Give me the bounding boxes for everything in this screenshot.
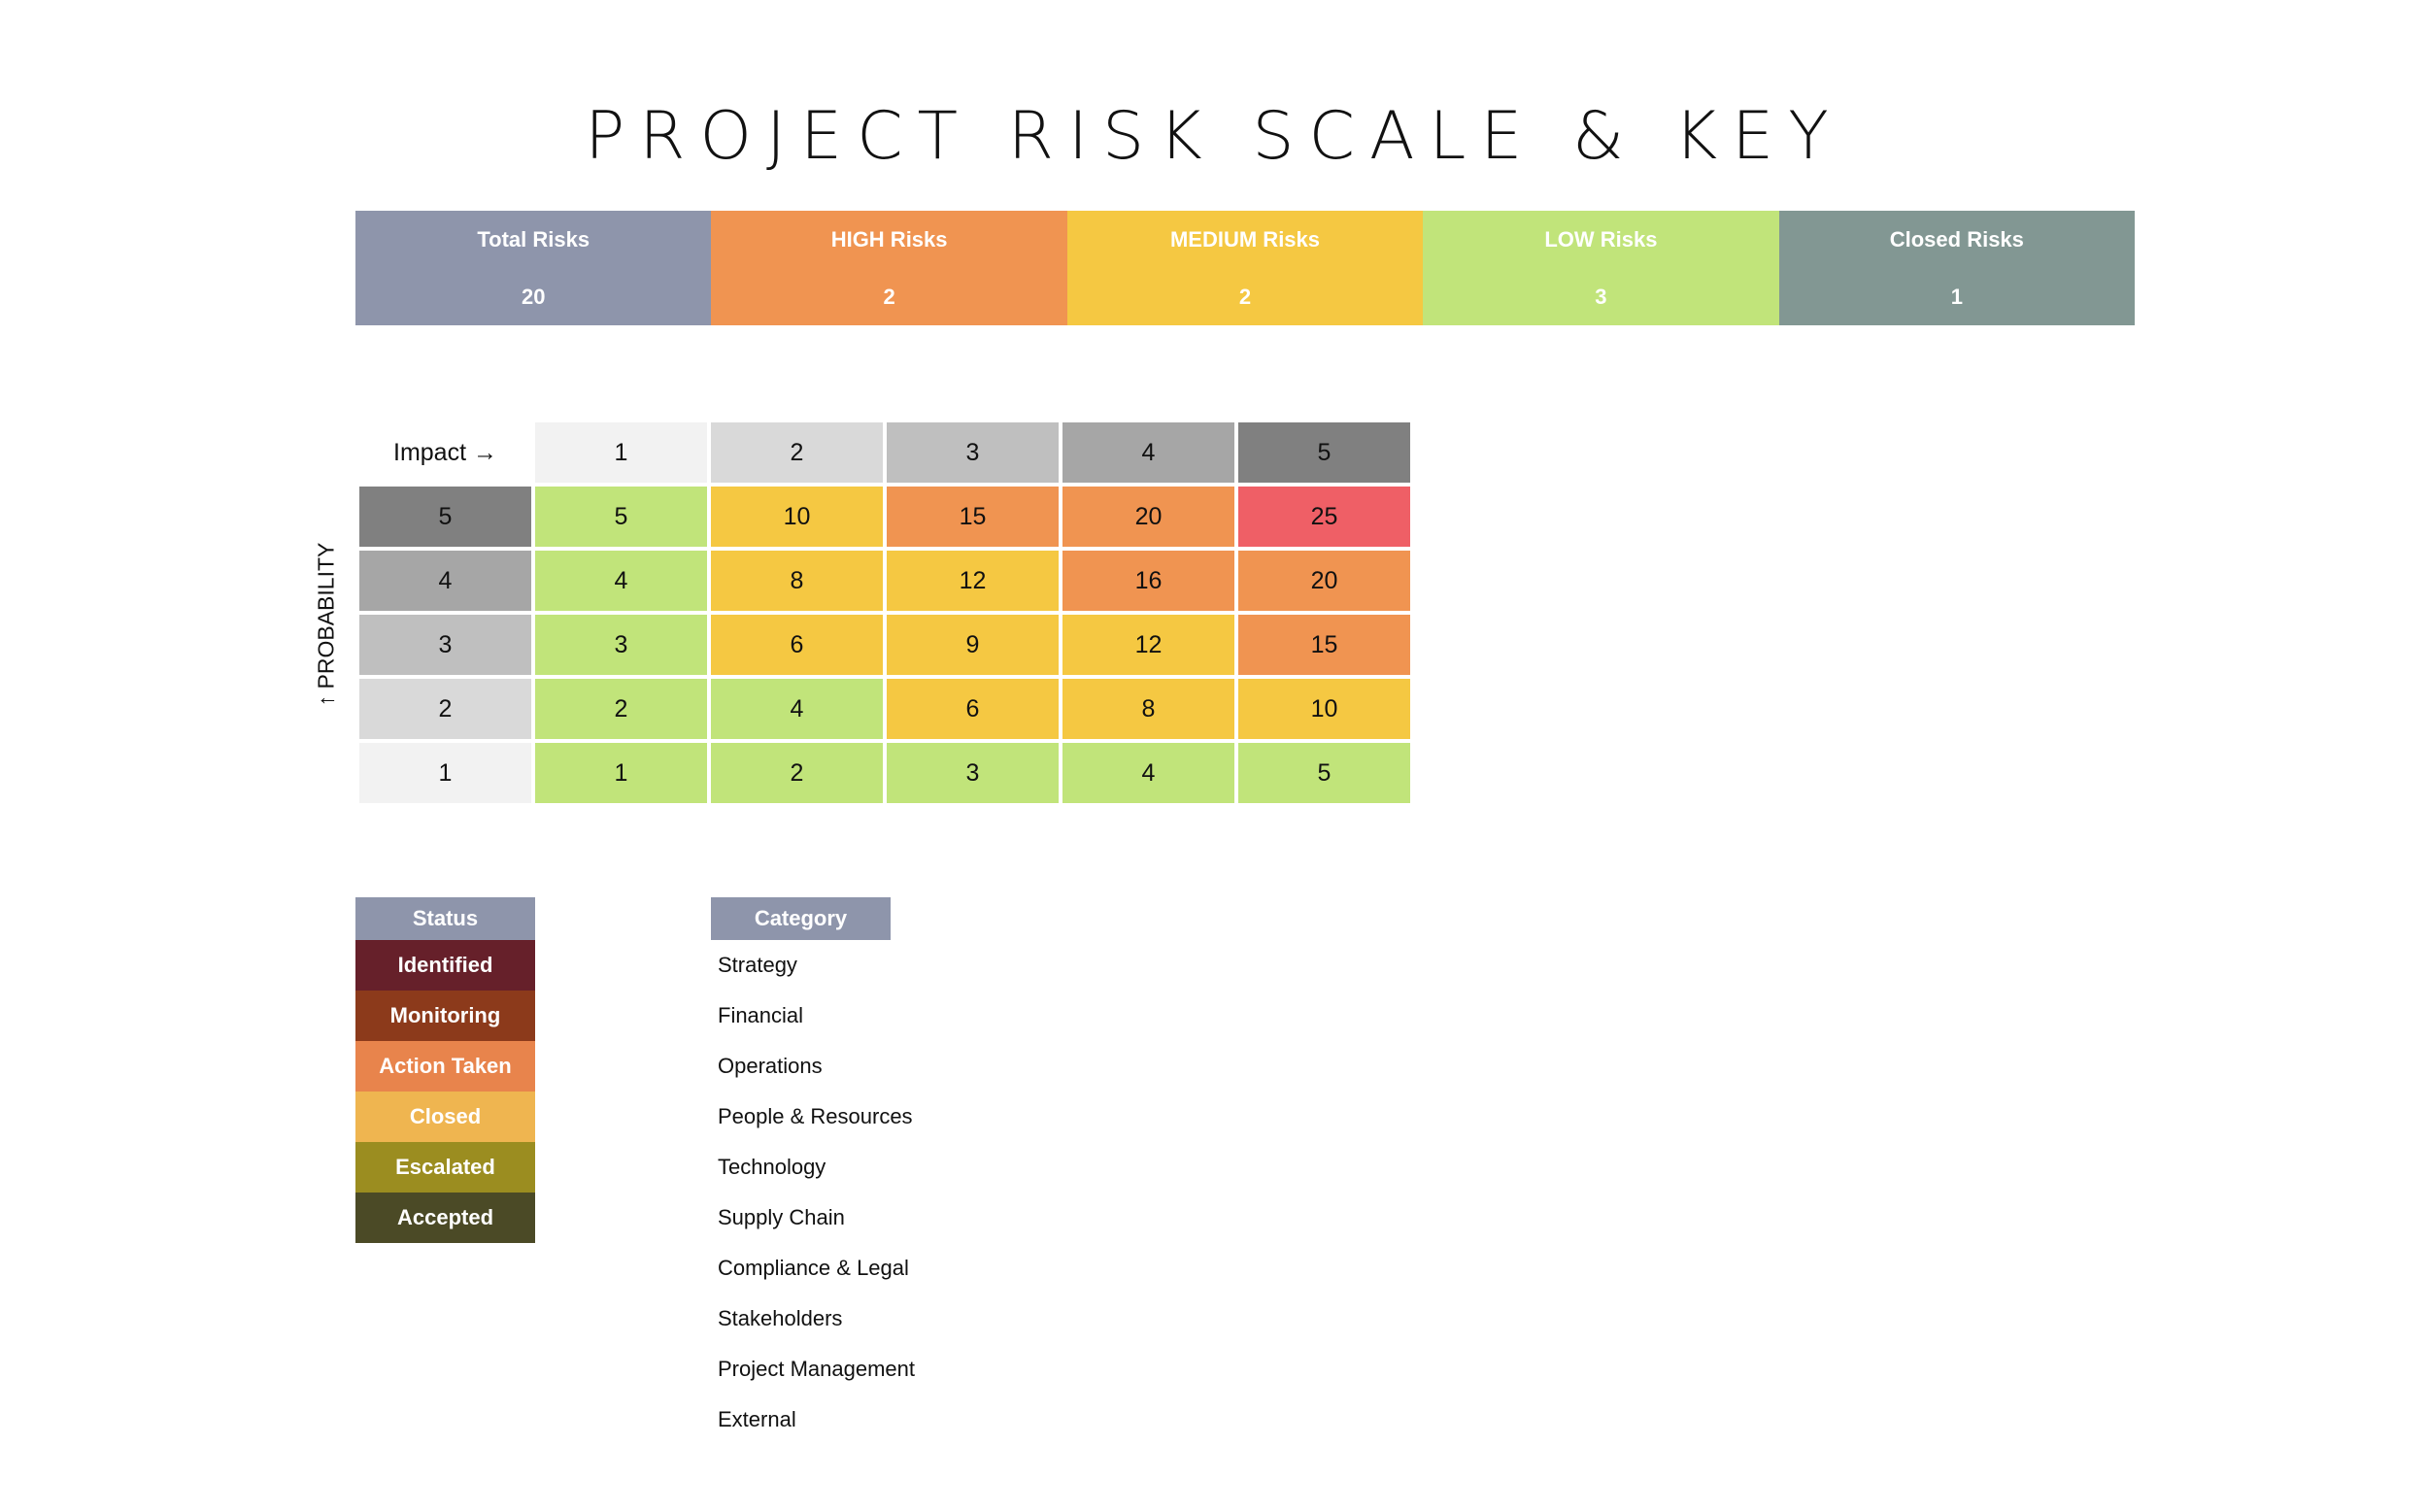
probability-header-cell: 3 <box>359 615 531 675</box>
status-item-closed: Closed <box>355 1092 535 1142</box>
summary-label: MEDIUM Risks <box>1169 227 1321 252</box>
probability-header-cell: 4 <box>359 551 531 611</box>
risk-score-cell: 8 <box>1062 679 1234 739</box>
probability-header-cell: 2 <box>359 679 531 739</box>
probability-header-cell: 5 <box>359 487 531 547</box>
risk-score-cell: 9 <box>887 615 1059 675</box>
status-item-action-taken: Action Taken <box>355 1041 535 1092</box>
status-item-accepted: Accepted <box>355 1193 535 1243</box>
summary-value: 1 <box>1950 285 1963 309</box>
category-item: Supply Chain <box>718 1205 845 1229</box>
summary-label: Closed Risks <box>1889 227 2024 252</box>
category-header: Category <box>711 897 891 940</box>
impact-header-cell: 4 <box>1062 422 1234 483</box>
category-item: Compliance & Legal <box>718 1256 909 1280</box>
summary-medium-risks: MEDIUM Risks 2 <box>1066 211 1424 325</box>
probability-header-cell: 1 <box>359 743 531 803</box>
probability-axis-label: ↑ PROBABILITY <box>313 542 339 707</box>
risk-score-cell: 6 <box>887 679 1059 739</box>
matrix-row: 1 1 2 3 4 5 <box>359 743 1410 803</box>
risk-score-cell: 4 <box>711 679 883 739</box>
page-title: PROJECT RISK SCALE & KEY <box>585 98 1843 175</box>
summary-value: 3 <box>1595 285 1607 309</box>
summary-label: Total Risks <box>477 227 590 252</box>
summary-high-risks: HIGH Risks 2 <box>711 211 1067 325</box>
impact-header-cell: 3 <box>887 422 1059 483</box>
matrix-row: 4 4 8 12 16 20 <box>359 551 1410 611</box>
summary-label: HIGH Risks <box>830 227 948 252</box>
risk-score-cell: 5 <box>535 487 707 547</box>
status-key: Status Identified Monitoring Action Take… <box>355 897 535 1243</box>
category-item: Strategy <box>718 953 797 977</box>
risk-score-cell: 16 <box>1062 551 1234 611</box>
risk-score-cell: 20 <box>1062 487 1234 547</box>
status-header: Status <box>355 897 535 940</box>
summary-closed-risks: Closed Risks 1 <box>1778 211 2136 325</box>
summary-label: LOW Risks <box>1544 227 1658 252</box>
risk-score-cell: 12 <box>1062 615 1234 675</box>
risk-score-cell: 3 <box>535 615 707 675</box>
matrix-row: 3 3 6 9 12 15 <box>359 615 1410 675</box>
status-item-escalated: Escalated <box>355 1142 535 1193</box>
category-item: External <box>718 1407 796 1431</box>
impact-header-row: Impact → 1 2 3 4 5 <box>359 422 1410 483</box>
risk-score-cell: 25 <box>1238 487 1410 547</box>
summary-value: 20 <box>521 285 546 309</box>
risk-matrix: Impact → 1 2 3 4 5 5 5 10 15 20 25 4 4 8… <box>355 419 1414 807</box>
category-item: People & Resources <box>718 1104 913 1128</box>
status-item-identified: Identified <box>355 940 535 991</box>
risk-summary-bar: Total Risks 20 HIGH Risks 2 MEDIUM Risks… <box>355 211 2136 325</box>
category-item: Technology <box>718 1155 826 1179</box>
summary-low-risks: LOW Risks 3 <box>1423 211 1779 325</box>
impact-axis-label: Impact → <box>393 438 497 466</box>
impact-header-cell: 5 <box>1238 422 1410 483</box>
summary-value: 2 <box>883 285 895 309</box>
risk-score-cell: 4 <box>535 551 707 611</box>
risk-score-cell: 20 <box>1238 551 1410 611</box>
risk-score-cell: 8 <box>711 551 883 611</box>
matrix-row: 2 2 4 6 8 10 <box>359 679 1410 739</box>
category-item: Financial <box>718 1003 804 1027</box>
category-item: Operations <box>718 1054 823 1078</box>
status-item-monitoring: Monitoring <box>355 991 535 1041</box>
risk-score-cell: 2 <box>711 743 883 803</box>
category-key: Category Strategy Financial Operations P… <box>711 897 1099 1445</box>
summary-total-risks: Total Risks 20 <box>355 211 712 325</box>
risk-score-cell: 10 <box>711 487 883 547</box>
risk-score-cell: 6 <box>711 615 883 675</box>
risk-score-cell: 10 <box>1238 679 1410 739</box>
summary-value: 2 <box>1238 285 1252 309</box>
impact-header-cell: 2 <box>711 422 883 483</box>
category-item: Stakeholders <box>718 1306 843 1330</box>
risk-score-cell: 5 <box>1238 743 1410 803</box>
matrix-row: 5 5 10 15 20 25 <box>359 487 1410 547</box>
risk-score-cell: 4 <box>1062 743 1234 803</box>
category-item: Project Management <box>718 1357 915 1381</box>
risk-score-cell: 12 <box>887 551 1059 611</box>
risk-score-cell: 15 <box>1238 615 1410 675</box>
risk-score-cell: 3 <box>887 743 1059 803</box>
risk-score-cell: 15 <box>887 487 1059 547</box>
risk-score-cell: 2 <box>535 679 707 739</box>
risk-score-cell: 1 <box>535 743 707 803</box>
impact-header-cell: 1 <box>535 422 707 483</box>
